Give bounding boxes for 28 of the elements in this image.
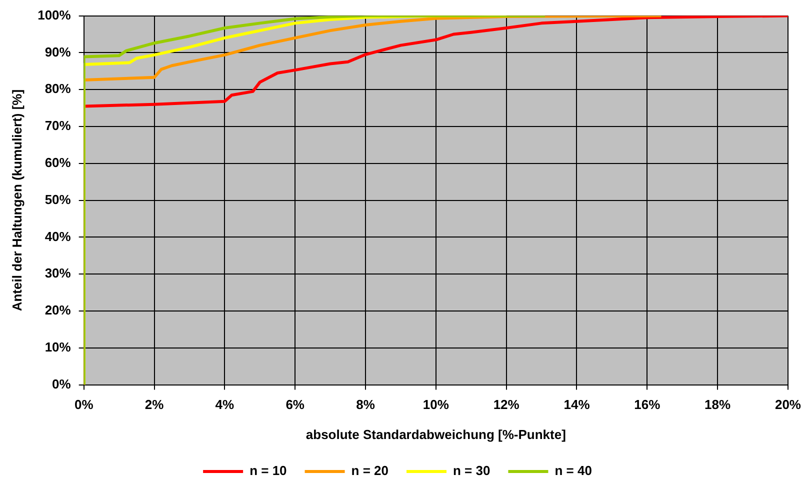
x-tick-label: 16%: [634, 397, 661, 412]
y-tick-label: 70%: [44, 118, 72, 134]
x-tick-label: 20%: [774, 397, 802, 412]
x-tick-label: 6%: [286, 397, 305, 412]
y-tick-label: 80%: [44, 81, 72, 96]
y-tick-label: 20%: [44, 302, 72, 318]
x-tick-label: 10%: [422, 397, 450, 412]
y-tick-label: 50%: [44, 192, 72, 207]
y-tick-label: 10%: [44, 339, 72, 354]
x-tick-label: 2%: [144, 397, 164, 412]
legend-label: n = 30: [453, 463, 490, 478]
x-tick-label: 12%: [493, 397, 520, 412]
y-tick-label: 30%: [44, 266, 72, 281]
y-axis-title: Anteil der Haltungen (kumuliert) [%]: [9, 89, 24, 312]
legend-label: n = 10: [250, 463, 287, 478]
legend-label: n = 20: [351, 463, 388, 478]
x-tick-label: 0%: [74, 397, 94, 412]
legend-label: n = 40: [554, 463, 592, 478]
x-tick-label: 14%: [564, 397, 590, 412]
x-axis-title: absolute Standardabweichung [%-Punkte]: [306, 426, 566, 442]
x-tick-label: 8%: [356, 397, 376, 412]
y-tick-label: 100%: [38, 7, 72, 22]
y-tick-label: 60%: [44, 154, 72, 170]
y-tick-label: 0%: [52, 376, 72, 392]
x-tick-label: 4%: [215, 397, 235, 412]
y-tick-label: 90%: [44, 44, 72, 60]
x-tick-label: 18%: [704, 397, 732, 412]
y-tick-label: 40%: [44, 228, 72, 244]
